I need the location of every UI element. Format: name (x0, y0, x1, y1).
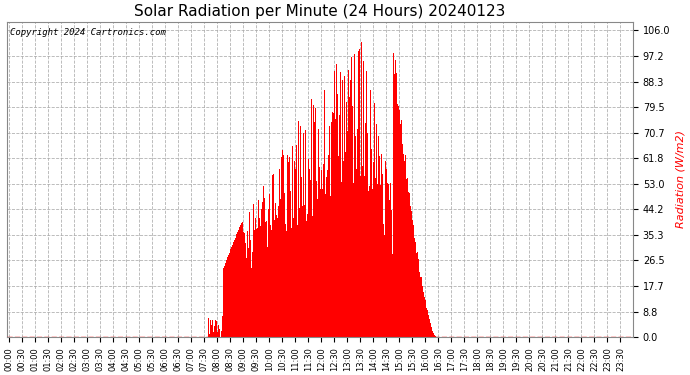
Y-axis label: Radiation (W/m2): Radiation (W/m2) (676, 130, 686, 228)
Text: Copyright 2024 Cartronics.com: Copyright 2024 Cartronics.com (10, 28, 166, 37)
Title: Solar Radiation per Minute (24 Hours) 20240123: Solar Radiation per Minute (24 Hours) 20… (135, 4, 506, 19)
